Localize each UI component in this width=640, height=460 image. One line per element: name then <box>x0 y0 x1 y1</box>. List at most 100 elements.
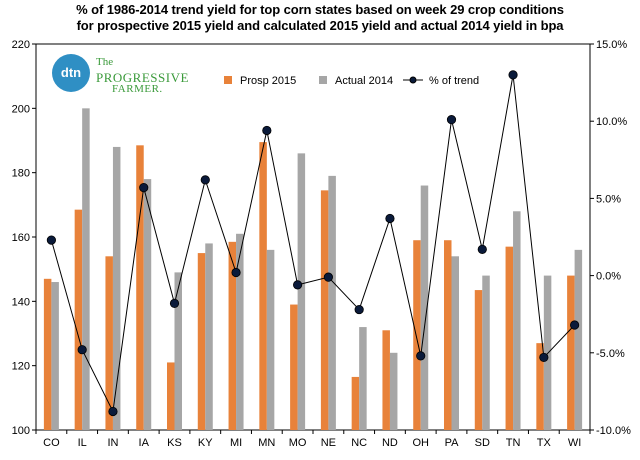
left-axis-tick-label: 100 <box>12 425 30 437</box>
x-axis-tick-label: MO <box>289 437 307 449</box>
bar-prosp-2015 <box>320 190 329 430</box>
bar-prosp-2015 <box>228 241 237 430</box>
dtn-progressive-farmer-logo: dtn The PROGRESSIVE FARMER. <box>52 50 207 98</box>
left-axis-tick-label: 180 <box>12 168 30 180</box>
trend-point <box>446 115 457 125</box>
x-axis-tick-label: KY <box>198 437 213 449</box>
right-axis-tick-label: -5.0% <box>596 348 625 360</box>
x-axis-tick-label: IL <box>78 437 87 449</box>
bar-prosp-2015 <box>567 275 575 430</box>
dtn-logo-icon: dtn <box>52 54 90 92</box>
trend-point <box>262 125 272 136</box>
trend-point <box>477 244 487 254</box>
x-axis-tick-label: CO <box>43 437 60 449</box>
right-axis-tick-label: 10.0% <box>596 116 627 128</box>
trend-point <box>354 304 364 315</box>
bar-actual-2014 <box>574 249 583 430</box>
x-axis-tick-label: NC <box>351 437 367 449</box>
bar-actual-2014 <box>420 185 429 430</box>
bar-actual-2014 <box>451 256 459 430</box>
bar-prosp-2015 <box>382 330 390 430</box>
left-axis-tick-label: 160 <box>12 232 30 244</box>
trend-point <box>77 345 87 355</box>
legend-swatch-actual <box>319 76 327 84</box>
trend-point <box>508 70 518 80</box>
x-axis-tick-label: WI <box>568 437 581 449</box>
left-axis-tick-label: 140 <box>12 296 30 308</box>
bar-actual-2014 <box>359 327 367 430</box>
trend-point <box>570 320 580 330</box>
x-axis-tick-label: MN <box>258 437 275 449</box>
bar-prosp-2015 <box>259 142 267 430</box>
bar-actual-2014 <box>266 249 275 430</box>
trend-point <box>323 272 333 282</box>
trend-point <box>231 267 241 278</box>
trend-point <box>169 298 180 308</box>
left-axis-tick-label: 220 <box>12 39 30 51</box>
logo-text-the: The <box>96 56 114 68</box>
right-axis-tick-label: 15.0% <box>596 39 627 51</box>
title-line-2: for prospective 2015 yield and calculate… <box>76 18 564 33</box>
trend-point <box>46 235 56 245</box>
trend-point <box>200 175 210 185</box>
bar-actual-2014 <box>51 282 59 430</box>
x-axis-tick-label: SD <box>475 437 490 449</box>
bar-actual-2014 <box>205 243 213 430</box>
bar-series <box>43 108 583 430</box>
x-axis-tick-label: MI <box>230 437 242 449</box>
bar-prosp-2015 <box>474 290 483 430</box>
x-axis-tick-label: PA <box>445 437 460 449</box>
legend-label-prosp: Prosp 2015 <box>240 75 296 87</box>
bar-prosp-2015 <box>74 209 83 430</box>
x-axis-tick-label: IN <box>107 437 118 449</box>
trend-point <box>539 352 549 363</box>
trend-point <box>293 280 303 290</box>
legend-swatch-prosp <box>224 76 232 84</box>
bar-prosp-2015 <box>43 278 52 430</box>
bar-prosp-2015 <box>197 253 206 430</box>
bar-actual-2014 <box>513 211 521 430</box>
bar-actual-2014 <box>143 179 152 430</box>
logo-text-farmer: FARMER. <box>112 83 163 95</box>
bar-actual-2014 <box>389 352 398 430</box>
x-axis-tick-label: TN <box>506 437 521 449</box>
bar-actual-2014 <box>82 108 90 430</box>
trend-point <box>416 351 426 361</box>
x-axis-tick-label: NE <box>321 437 336 449</box>
chart-legend: Prosp 2015 Actual 2014 % of trend <box>224 75 479 87</box>
right-axis-tick-label: 5.0% <box>596 193 621 205</box>
title-line-1: % of 1986-2014 trend yield for top corn … <box>76 2 564 17</box>
bar-prosp-2015 <box>536 343 544 430</box>
bar-prosp-2015 <box>136 145 144 430</box>
logo-text-progressive: PROGRESSIVE <box>96 70 189 85</box>
trend-point <box>108 406 118 417</box>
left-axis-tick-label: 200 <box>12 103 30 115</box>
chart-title: % of 1986-2014 trend yield for top corn … <box>0 2 640 34</box>
legend-label-trend: % of trend <box>429 75 479 87</box>
bar-prosp-2015 <box>413 240 421 430</box>
trend-point <box>139 182 149 193</box>
legend-label-actual: Actual 2014 <box>335 75 393 87</box>
bar-actual-2014 <box>236 233 244 430</box>
x-axis-tick-label: KS <box>167 437 182 449</box>
x-axis-tick-label: ND <box>382 437 398 449</box>
bar-prosp-2015 <box>105 256 113 430</box>
trend-line-series <box>46 70 580 417</box>
chart-axes: 100 120 140 160 180 200 220 -10.0% -5.0% 0.0% 5.0%… <box>12 39 631 449</box>
bar-actual-2014 <box>482 275 490 430</box>
bar-prosp-2015 <box>167 362 175 430</box>
bar-prosp-2015 <box>290 304 298 430</box>
bar-prosp-2015 <box>444 240 452 430</box>
right-axis-tick-label: -10.0% <box>596 425 631 437</box>
legend-marker-trend <box>409 76 417 84</box>
bar-actual-2014 <box>112 146 121 430</box>
bar-actual-2014 <box>328 175 336 430</box>
left-axis-tick-label: 120 <box>12 361 30 373</box>
trend-point <box>385 213 395 224</box>
bar-prosp-2015 <box>351 376 360 430</box>
bar-actual-2014 <box>297 153 306 430</box>
right-axis-tick-label: 0.0% <box>596 271 621 283</box>
x-axis-tick-label: TX <box>537 437 552 449</box>
bar-prosp-2015 <box>505 246 514 430</box>
